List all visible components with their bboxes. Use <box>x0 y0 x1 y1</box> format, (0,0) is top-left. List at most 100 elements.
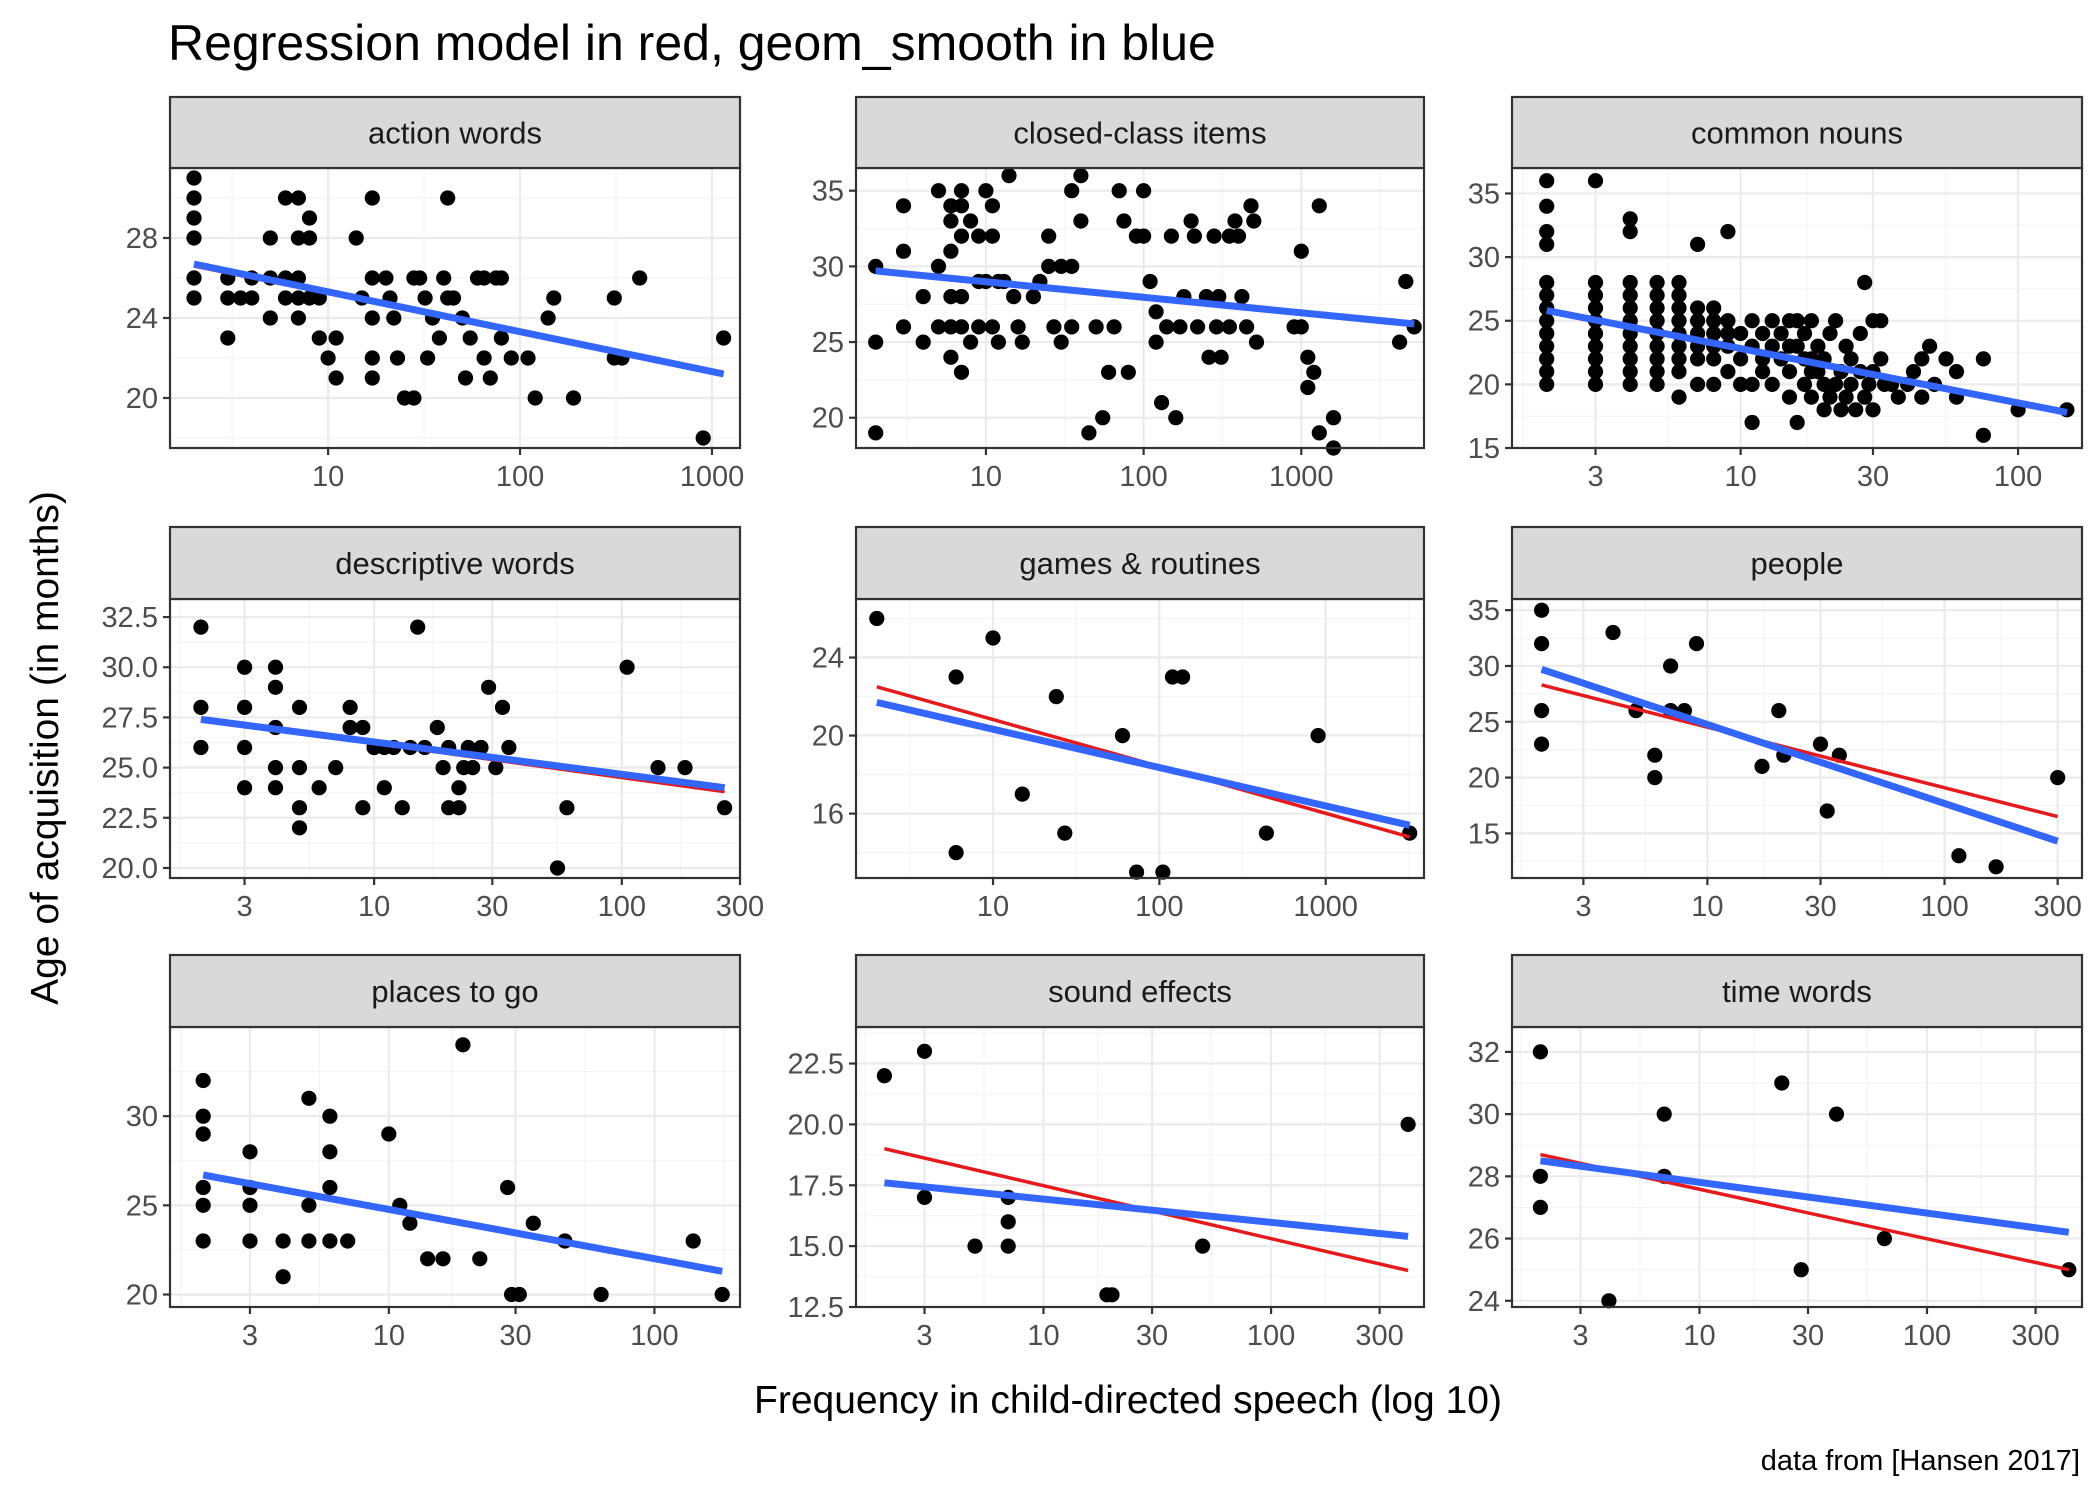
data-point <box>990 334 1007 350</box>
data-point <box>1720 224 1736 240</box>
data-point <box>503 350 519 366</box>
data-point <box>262 230 278 246</box>
data-point <box>1587 351 1604 367</box>
data-point <box>301 1233 317 1249</box>
data-point <box>237 780 253 796</box>
data-point <box>1690 376 1706 392</box>
chart-title: Regression model in red, geom_smooth in … <box>168 15 1216 71</box>
data-point <box>1136 183 1152 199</box>
data-point <box>501 739 517 756</box>
data-point <box>1663 658 1679 674</box>
data-point <box>1690 313 1706 329</box>
data-point <box>472 1251 488 1267</box>
data-point <box>943 243 959 259</box>
data-point <box>1101 364 1117 380</box>
data-point <box>565 390 582 406</box>
data-point <box>1649 300 1665 316</box>
x-tick-label: 300 <box>2033 891 2081 923</box>
data-point <box>195 1126 211 1142</box>
data-point <box>1789 313 1805 329</box>
x-tick-label: 10 <box>1691 891 1723 923</box>
data-point <box>1706 351 1722 367</box>
data-point <box>482 370 498 386</box>
x-tick-label: 30 <box>1857 461 1889 493</box>
data-point <box>431 330 447 346</box>
caption: data from [Hansen 2017] <box>1761 1445 2080 1477</box>
facet-strip <box>1510 95 2084 170</box>
data-point <box>1601 1293 1617 1309</box>
x-tick-label: 30 <box>1804 891 1836 923</box>
data-point <box>1148 304 1164 320</box>
data-point <box>1587 274 1604 291</box>
data-point <box>971 319 987 335</box>
data-point <box>220 330 236 346</box>
data-point <box>1649 287 1665 303</box>
facet-label: closed-class items <box>1013 116 1266 151</box>
data-point <box>301 230 318 246</box>
data-point <box>435 1251 451 1267</box>
data-point <box>291 800 308 816</box>
data-point <box>277 290 294 306</box>
data-point <box>262 310 278 326</box>
data-point <box>1905 364 1922 380</box>
data-point <box>868 334 884 350</box>
data-point <box>195 1197 211 1213</box>
data-point <box>1890 389 1906 405</box>
smooth-line <box>202 1171 723 1275</box>
data-point <box>1064 319 1080 335</box>
data-point <box>1311 198 1327 214</box>
data-point <box>186 290 202 306</box>
data-point <box>364 270 380 286</box>
data-point <box>1622 338 1638 354</box>
data-point <box>220 290 236 306</box>
x-tick-label: 300 <box>1355 1320 1403 1352</box>
data-point <box>1587 173 1604 189</box>
y-tick-label: 32.5 <box>102 602 158 634</box>
facet-strip <box>1510 953 2084 1029</box>
data-point <box>1154 395 1170 411</box>
data-point <box>559 800 575 816</box>
data-point <box>1649 338 1665 354</box>
data-point <box>328 370 344 386</box>
x-tick-label: 1000 <box>1269 461 1334 493</box>
data-point <box>412 270 428 286</box>
data-point <box>195 1233 211 1249</box>
data-point <box>406 390 422 406</box>
data-point <box>1175 669 1191 685</box>
data-point <box>606 290 622 306</box>
data-point <box>1539 173 1555 189</box>
data-point <box>1088 319 1104 335</box>
x-tick-label: 1000 <box>1293 891 1358 923</box>
data-point <box>186 230 202 246</box>
data-point <box>1234 289 1250 305</box>
data-point <box>1865 402 1881 418</box>
data-point <box>1010 319 1026 335</box>
data-point <box>435 760 451 776</box>
y-tick-label: 20 <box>126 1280 158 1312</box>
data-point <box>593 1286 609 1303</box>
data-point <box>364 350 380 366</box>
facet-label: action words <box>368 116 542 151</box>
data-point <box>1671 338 1687 354</box>
x-tick-label: 10 <box>970 461 1002 493</box>
panel-background <box>170 599 740 878</box>
data-point <box>930 258 947 274</box>
facet-strip <box>1510 525 2084 601</box>
data-point <box>1587 287 1604 303</box>
data-point <box>520 350 536 366</box>
data-point <box>1671 274 1687 291</box>
data-point <box>1000 1238 1016 1254</box>
data-point <box>1539 313 1555 329</box>
x-tick-label: 100 <box>1119 461 1167 493</box>
data-point <box>963 334 979 350</box>
smooth-line <box>1540 665 2059 845</box>
y-tick-label: 20 <box>812 403 844 435</box>
data-point <box>1861 376 1877 392</box>
data-point <box>1227 213 1243 229</box>
data-point <box>1796 376 1813 392</box>
y-tick-label: 24 <box>1468 1286 1500 1318</box>
data-point <box>322 1233 338 1249</box>
smooth-line <box>1546 307 2068 416</box>
